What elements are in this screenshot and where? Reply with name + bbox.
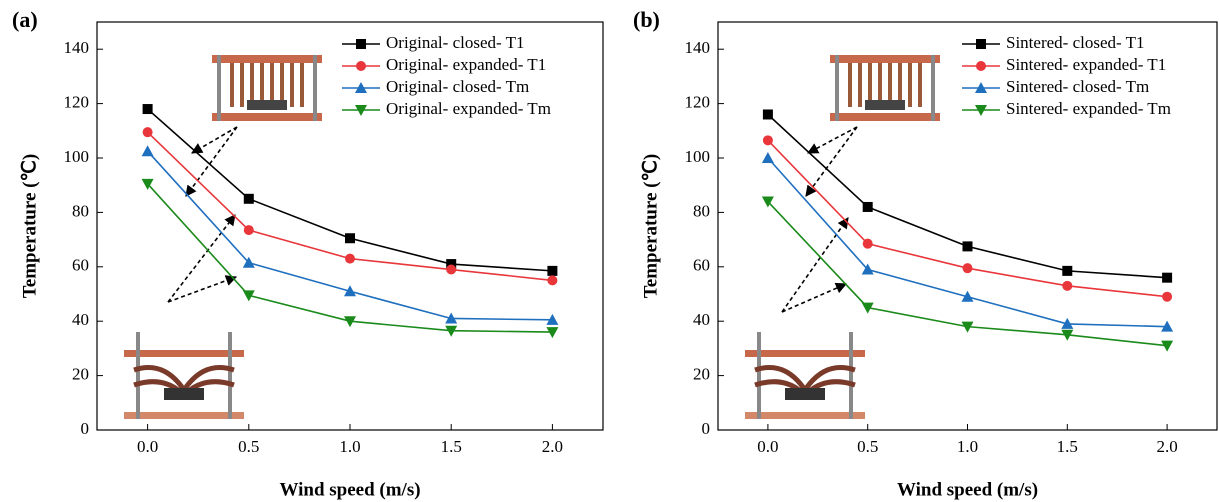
point bbox=[761, 152, 774, 163]
point bbox=[1161, 340, 1174, 352]
point bbox=[142, 127, 153, 138]
legend-marker bbox=[975, 82, 987, 93]
point bbox=[761, 196, 774, 208]
point bbox=[446, 264, 457, 275]
series-line bbox=[767, 113, 1168, 279]
point bbox=[862, 201, 873, 212]
y-tick-label: 120 bbox=[64, 93, 90, 112]
legend-marker bbox=[976, 39, 986, 49]
point bbox=[242, 256, 255, 268]
y-axis-label: Temperature (℃) bbox=[640, 154, 661, 298]
y-tick-label: 80 bbox=[72, 201, 89, 220]
x-axis-label: Wind speed (m/s) bbox=[897, 479, 1038, 500]
point bbox=[445, 325, 458, 337]
y-tick-label: 140 bbox=[64, 38, 90, 57]
panel-label: (a) bbox=[12, 7, 38, 32]
point bbox=[141, 178, 154, 190]
y-tick-label: 60 bbox=[72, 256, 89, 275]
y-tick-label: 120 bbox=[685, 93, 711, 112]
y-tick-label: 80 bbox=[693, 201, 710, 220]
legend-label: Original- closed- T1 bbox=[386, 33, 524, 52]
point bbox=[142, 104, 153, 115]
legend-marker bbox=[356, 39, 366, 49]
point bbox=[1062, 265, 1073, 276]
point bbox=[242, 290, 255, 302]
x-tick-label: 0.5 bbox=[238, 437, 259, 456]
point bbox=[345, 233, 355, 244]
point bbox=[546, 313, 559, 325]
y-tick-label: 20 bbox=[693, 365, 710, 384]
point bbox=[961, 321, 974, 333]
panel-label: (b) bbox=[633, 7, 660, 32]
legend-label: Sintered- expanded- Tm bbox=[1006, 99, 1171, 118]
x-tick-label: 0.5 bbox=[857, 437, 878, 456]
point bbox=[446, 259, 457, 270]
x-tick-label: 0.0 bbox=[757, 437, 778, 456]
y-tick-label: 40 bbox=[72, 310, 89, 329]
point bbox=[344, 285, 356, 297]
y-tick-label: 20 bbox=[72, 365, 89, 384]
x-tick-label: 1.5 bbox=[441, 437, 462, 456]
point bbox=[546, 327, 559, 339]
point bbox=[962, 263, 973, 274]
y-tick-label: 100 bbox=[685, 147, 711, 166]
point bbox=[445, 312, 458, 324]
legend-marker bbox=[355, 105, 367, 116]
point bbox=[861, 263, 874, 275]
point bbox=[243, 225, 254, 236]
x-tick-label: 0.0 bbox=[137, 437, 158, 456]
point bbox=[1062, 280, 1073, 291]
x-axis-label: Wind speed (m/s) bbox=[279, 479, 420, 500]
y-tick-label: 0 bbox=[81, 419, 90, 438]
y-axis-label: Temperature (℃) bbox=[19, 154, 40, 298]
point bbox=[547, 275, 558, 286]
x-tick-label: 2.0 bbox=[1156, 437, 1177, 456]
point bbox=[762, 109, 773, 120]
point bbox=[862, 238, 873, 249]
legend-label: Sintered- closed- Tm bbox=[1006, 77, 1149, 96]
point bbox=[1162, 272, 1173, 283]
point bbox=[961, 290, 974, 302]
x-tick-label: 1.5 bbox=[1057, 437, 1078, 456]
point bbox=[345, 253, 355, 264]
legend-label: Sintered- closed- T1 bbox=[1006, 33, 1144, 52]
point bbox=[861, 302, 874, 314]
legend-label: Original- closed- Tm bbox=[386, 77, 529, 96]
y-tick-label: 140 bbox=[685, 38, 711, 57]
legend-marker bbox=[356, 61, 366, 71]
point bbox=[1161, 320, 1174, 332]
point bbox=[547, 265, 558, 276]
point bbox=[962, 241, 973, 252]
x-tick-label: 2.0 bbox=[542, 437, 563, 456]
point bbox=[1162, 291, 1173, 302]
legend-label: Sintered- expanded- T1 bbox=[1006, 55, 1166, 74]
x-tick-label: 1.0 bbox=[339, 437, 360, 456]
point bbox=[243, 193, 254, 204]
y-tick-label: 100 bbox=[64, 147, 90, 166]
point bbox=[1061, 317, 1074, 329]
legend-marker bbox=[975, 105, 987, 116]
annotation-arrows bbox=[167, 126, 858, 313]
y-tick-label: 40 bbox=[693, 310, 710, 329]
point bbox=[141, 145, 154, 157]
x-tick-label: 1.0 bbox=[957, 437, 978, 456]
point bbox=[1061, 329, 1074, 341]
y-tick-label: 0 bbox=[702, 419, 711, 438]
point bbox=[762, 135, 773, 146]
y-tick-label: 60 bbox=[693, 256, 710, 275]
legend-marker bbox=[355, 82, 367, 93]
point bbox=[344, 316, 356, 328]
legend-label: Original- expanded- Tm bbox=[386, 99, 551, 118]
legend-marker bbox=[976, 61, 986, 71]
legend-label: Original- expanded- T1 bbox=[386, 55, 546, 74]
